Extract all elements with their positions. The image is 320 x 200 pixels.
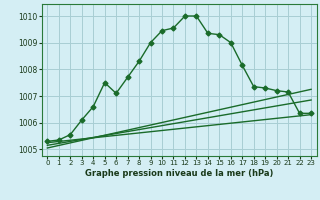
X-axis label: Graphe pression niveau de la mer (hPa): Graphe pression niveau de la mer (hPa) (85, 169, 273, 178)
